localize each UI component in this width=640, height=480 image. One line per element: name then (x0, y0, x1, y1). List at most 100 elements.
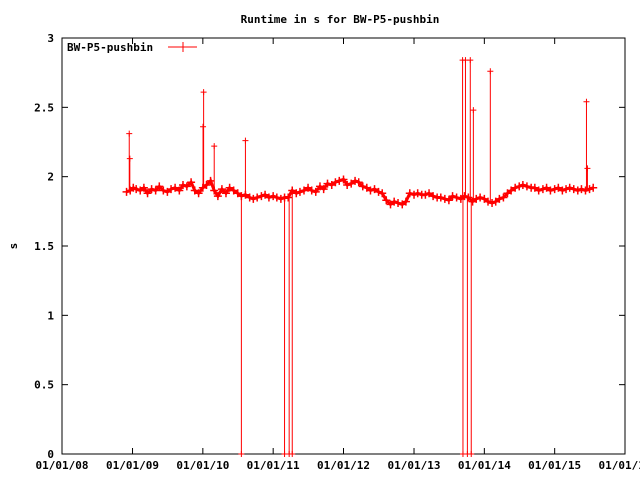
data-point (538, 185, 547, 194)
data-point (122, 187, 131, 196)
data-point (221, 189, 230, 198)
data-point (155, 182, 164, 191)
data-point (229, 186, 238, 195)
data-point (405, 189, 414, 198)
data-point (225, 183, 234, 192)
data-point (300, 186, 309, 195)
y-tick-label: 0.5 (34, 379, 54, 392)
data-point (213, 192, 222, 201)
data-point (351, 176, 360, 185)
data-point (331, 178, 340, 187)
data-point (522, 182, 531, 191)
y-tick-label: 2.5 (34, 101, 54, 114)
data-point (448, 192, 457, 201)
x-axis: 01/01/08 01/01/09 01/01/10 01/01/11 01/01/12… (36, 38, 640, 472)
data-point (390, 197, 399, 206)
x-tick-label: 01/01/13 (388, 459, 441, 472)
legend: BW-P5-pushbin (67, 41, 197, 54)
x-tick-label: 01/01/16 (599, 459, 640, 472)
y-axis: 0 0.5 1 1.5 2 2.5 3 (34, 32, 625, 461)
data-point (292, 189, 301, 198)
x-tick-label: 01/01/10 (176, 459, 229, 472)
data-point (569, 185, 578, 194)
data-point (269, 192, 278, 201)
data-point (370, 185, 379, 194)
data-point (410, 190, 419, 199)
data-point (413, 189, 422, 198)
data-point (132, 185, 141, 194)
spike-point (584, 165, 591, 172)
y-tick-label: 1.5 (34, 240, 54, 253)
spike-point (468, 451, 475, 457)
data-point (167, 185, 176, 194)
spike-point (200, 123, 207, 130)
data-point (272, 193, 281, 202)
spike-point (470, 107, 477, 114)
data-point (143, 189, 152, 198)
data-point (476, 193, 485, 202)
x-tick-label: 01/01/11 (247, 459, 300, 472)
data-point (573, 186, 582, 195)
data-point (534, 186, 543, 195)
data-point (171, 183, 180, 192)
data-point (394, 199, 403, 208)
spike-point (200, 89, 207, 96)
x-tick-label: 01/01/08 (36, 459, 89, 472)
data-point (366, 186, 375, 195)
data-point (311, 187, 320, 196)
x-tick-label: 01/01/12 (317, 459, 370, 472)
data-point (257, 192, 266, 201)
data-point (495, 194, 504, 203)
data-point (558, 186, 567, 195)
data-point (554, 183, 563, 192)
data-point (284, 193, 293, 202)
data-point (295, 187, 304, 196)
spike-point (126, 155, 133, 162)
data-point (421, 190, 430, 199)
spike-point (211, 143, 218, 150)
data-point (546, 186, 555, 195)
series-layer (122, 57, 598, 457)
data-point (147, 185, 156, 194)
y-axis-label: s (7, 243, 20, 250)
data-point (562, 185, 571, 194)
data-point (253, 193, 262, 202)
spike-point (487, 68, 494, 75)
data-point (139, 183, 148, 192)
y-tick-label: 0 (47, 448, 54, 461)
spike-point (467, 57, 474, 64)
data-point (507, 186, 516, 195)
data-point (452, 193, 461, 202)
data-point (206, 176, 215, 185)
data-point (182, 182, 191, 191)
data-point (401, 197, 410, 206)
data-point (378, 189, 387, 198)
data-point (319, 185, 328, 194)
data-point (577, 185, 586, 194)
data-point (354, 178, 363, 187)
spike-point (289, 451, 296, 457)
data-point (374, 187, 383, 196)
data-point (511, 183, 520, 192)
data-point (464, 193, 473, 202)
x-tick-label: 01/01/14 (458, 459, 511, 472)
data-point (518, 180, 527, 189)
spike-point (126, 130, 133, 137)
data-point (217, 185, 226, 194)
chart-title: Runtime in s for BW-P5-pushbin (241, 13, 440, 26)
data-point (151, 186, 160, 195)
data-point (323, 179, 332, 188)
data-point (194, 189, 203, 198)
plot-frame (61, 37, 626, 455)
data-point (159, 186, 168, 195)
data-point (343, 180, 352, 189)
x-tick-label: 01/01/15 (528, 459, 581, 472)
data-point (276, 194, 285, 203)
data-point (382, 196, 391, 205)
data-point (264, 193, 273, 202)
data-point (499, 193, 508, 202)
data-point (429, 192, 438, 201)
data-point (444, 196, 453, 205)
data-point (440, 194, 449, 203)
